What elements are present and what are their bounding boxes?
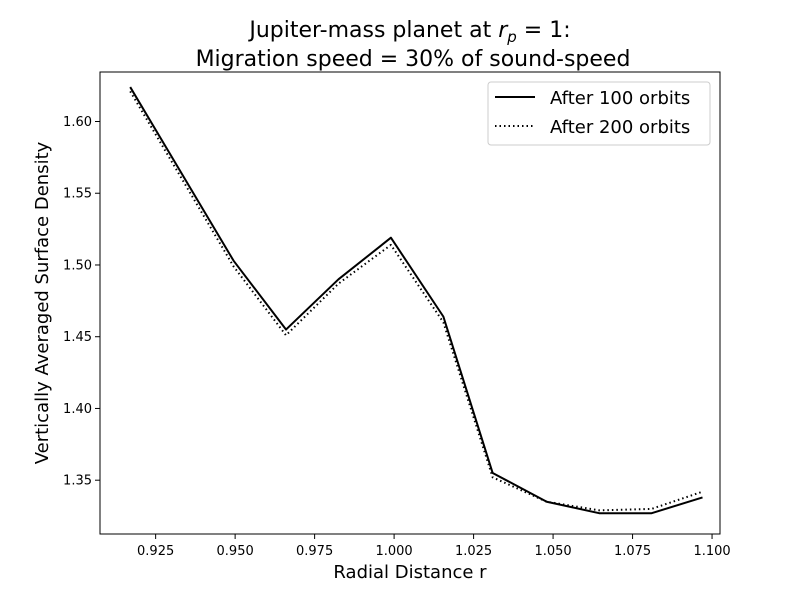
y-tick-label: 1.55 bbox=[63, 187, 92, 202]
legend-box bbox=[487, 81, 711, 146]
x-tick-label: 1.075 bbox=[614, 544, 651, 559]
x-axis: 0.925 0.950 0.975 1.000 1.025 1.050 1.075 1.100 bbox=[137, 534, 731, 559]
series-line-after-100-orbits bbox=[129, 86, 703, 515]
x-tick-label: 1.100 bbox=[693, 544, 730, 559]
legend-label-after-100-orbits: After 100 orbits bbox=[550, 88, 690, 109]
legend-label-after-200-orbits: After 200 orbits bbox=[550, 117, 690, 138]
series-layer bbox=[129, 86, 703, 515]
y-axis-title: Vertically Averaged Surface Density bbox=[32, 141, 53, 464]
y-tick-label: 1.35 bbox=[63, 474, 92, 489]
chart-title-math-subscript: p bbox=[506, 28, 517, 46]
y-axis: 1.35 1.40 1.45 1.50 1.55 1.60 bbox=[63, 115, 100, 489]
chart-title-line1: Jupiter-mass planet at rp = 1: bbox=[247, 18, 570, 46]
plot-area-frame bbox=[99, 71, 721, 535]
x-tick-label: 1.050 bbox=[534, 544, 571, 559]
legend: After 100 orbits After 200 orbits bbox=[487, 81, 711, 146]
series-line-after-200-orbits bbox=[129, 90, 703, 512]
chart-title-line2: Migration speed = 30% of sound-speed bbox=[196, 47, 631, 72]
chart-title-math-r: r bbox=[498, 18, 509, 43]
x-tick-label: 1.025 bbox=[455, 544, 492, 559]
y-tick-label: 1.40 bbox=[63, 402, 92, 417]
x-tick-label: 0.975 bbox=[296, 544, 333, 559]
x-tick-label: 1.000 bbox=[375, 544, 412, 559]
x-tick-label: 0.950 bbox=[217, 544, 254, 559]
x-axis-title: Radial Distance r bbox=[333, 562, 487, 583]
x-tick-label: 0.925 bbox=[137, 544, 174, 559]
y-tick-label: 1.60 bbox=[63, 115, 92, 130]
y-tick-label: 1.50 bbox=[63, 258, 92, 273]
chart-title-math-rest: = 1: bbox=[517, 18, 571, 43]
y-tick-label: 1.45 bbox=[63, 330, 92, 345]
chart-title-line1-prefix: Jupiter-mass planet at bbox=[247, 18, 498, 43]
